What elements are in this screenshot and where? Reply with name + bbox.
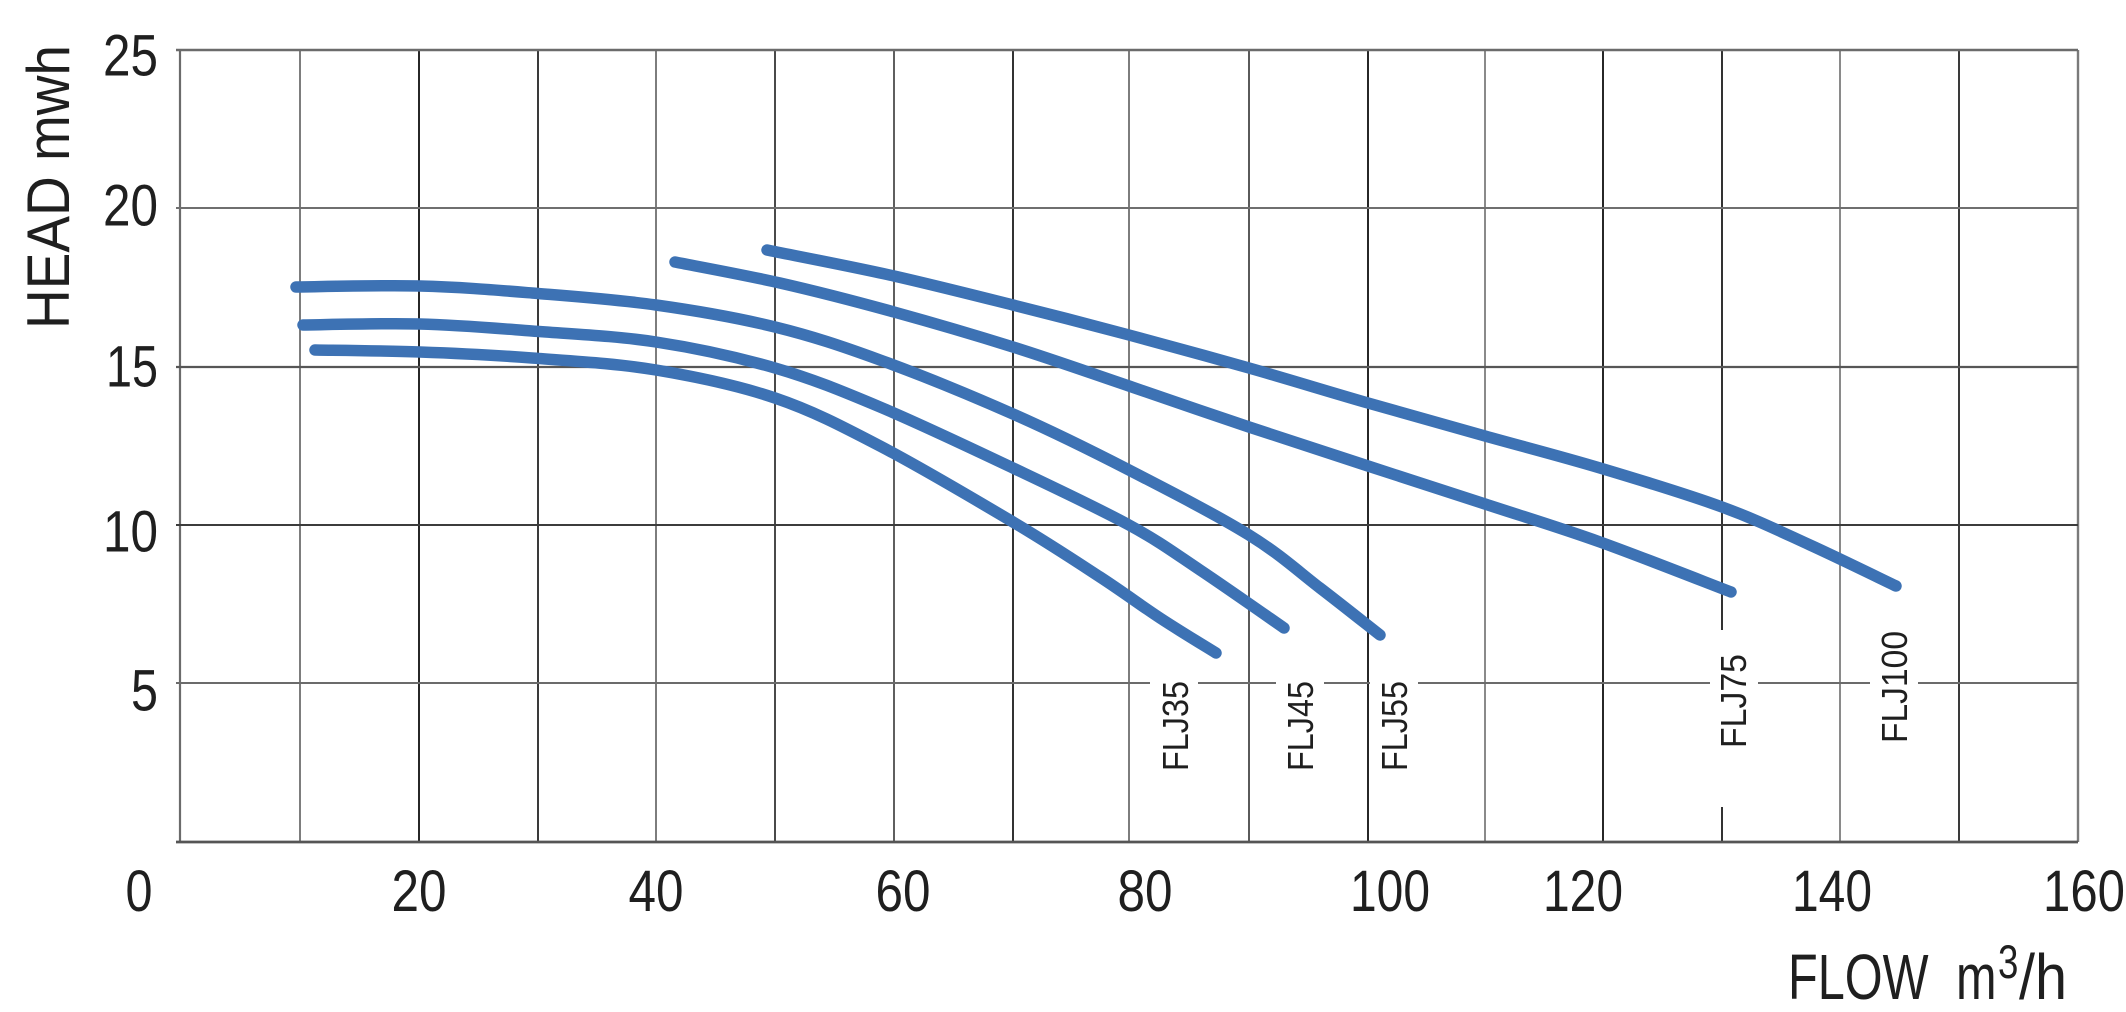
svg-text:/h: /h (2019, 941, 2067, 1012)
svg-text:5: 5 (131, 659, 158, 724)
svg-text:HEAD mwh: HEAD mwh (15, 45, 82, 329)
svg-text:15: 15 (106, 335, 158, 400)
svg-text:60: 60 (876, 859, 931, 924)
svg-text:FLJ45: FLJ45 (1280, 681, 1321, 771)
svg-text:40: 40 (629, 859, 684, 924)
svg-text:10: 10 (103, 500, 158, 565)
svg-text:25: 25 (103, 24, 158, 89)
svg-text:FLJ100: FLJ100 (1874, 631, 1915, 743)
svg-text:3: 3 (1998, 936, 2018, 988)
svg-text:m: m (1956, 943, 1997, 1012)
svg-text:FLJ35: FLJ35 (1155, 681, 1196, 771)
svg-text:FLJ55: FLJ55 (1374, 681, 1415, 771)
svg-text:20: 20 (392, 859, 447, 924)
svg-text:20: 20 (103, 174, 158, 239)
svg-text:160: 160 (2043, 859, 2125, 924)
svg-text:80: 80 (1118, 859, 1173, 924)
svg-text:0: 0 (126, 859, 153, 924)
svg-text:100: 100 (1350, 859, 1430, 924)
svg-text:FLJ75: FLJ75 (1713, 654, 1754, 748)
svg-text:120: 120 (1543, 859, 1623, 924)
svg-text:FLOW: FLOW (1788, 943, 1929, 1012)
svg-text:140: 140 (1792, 859, 1872, 924)
